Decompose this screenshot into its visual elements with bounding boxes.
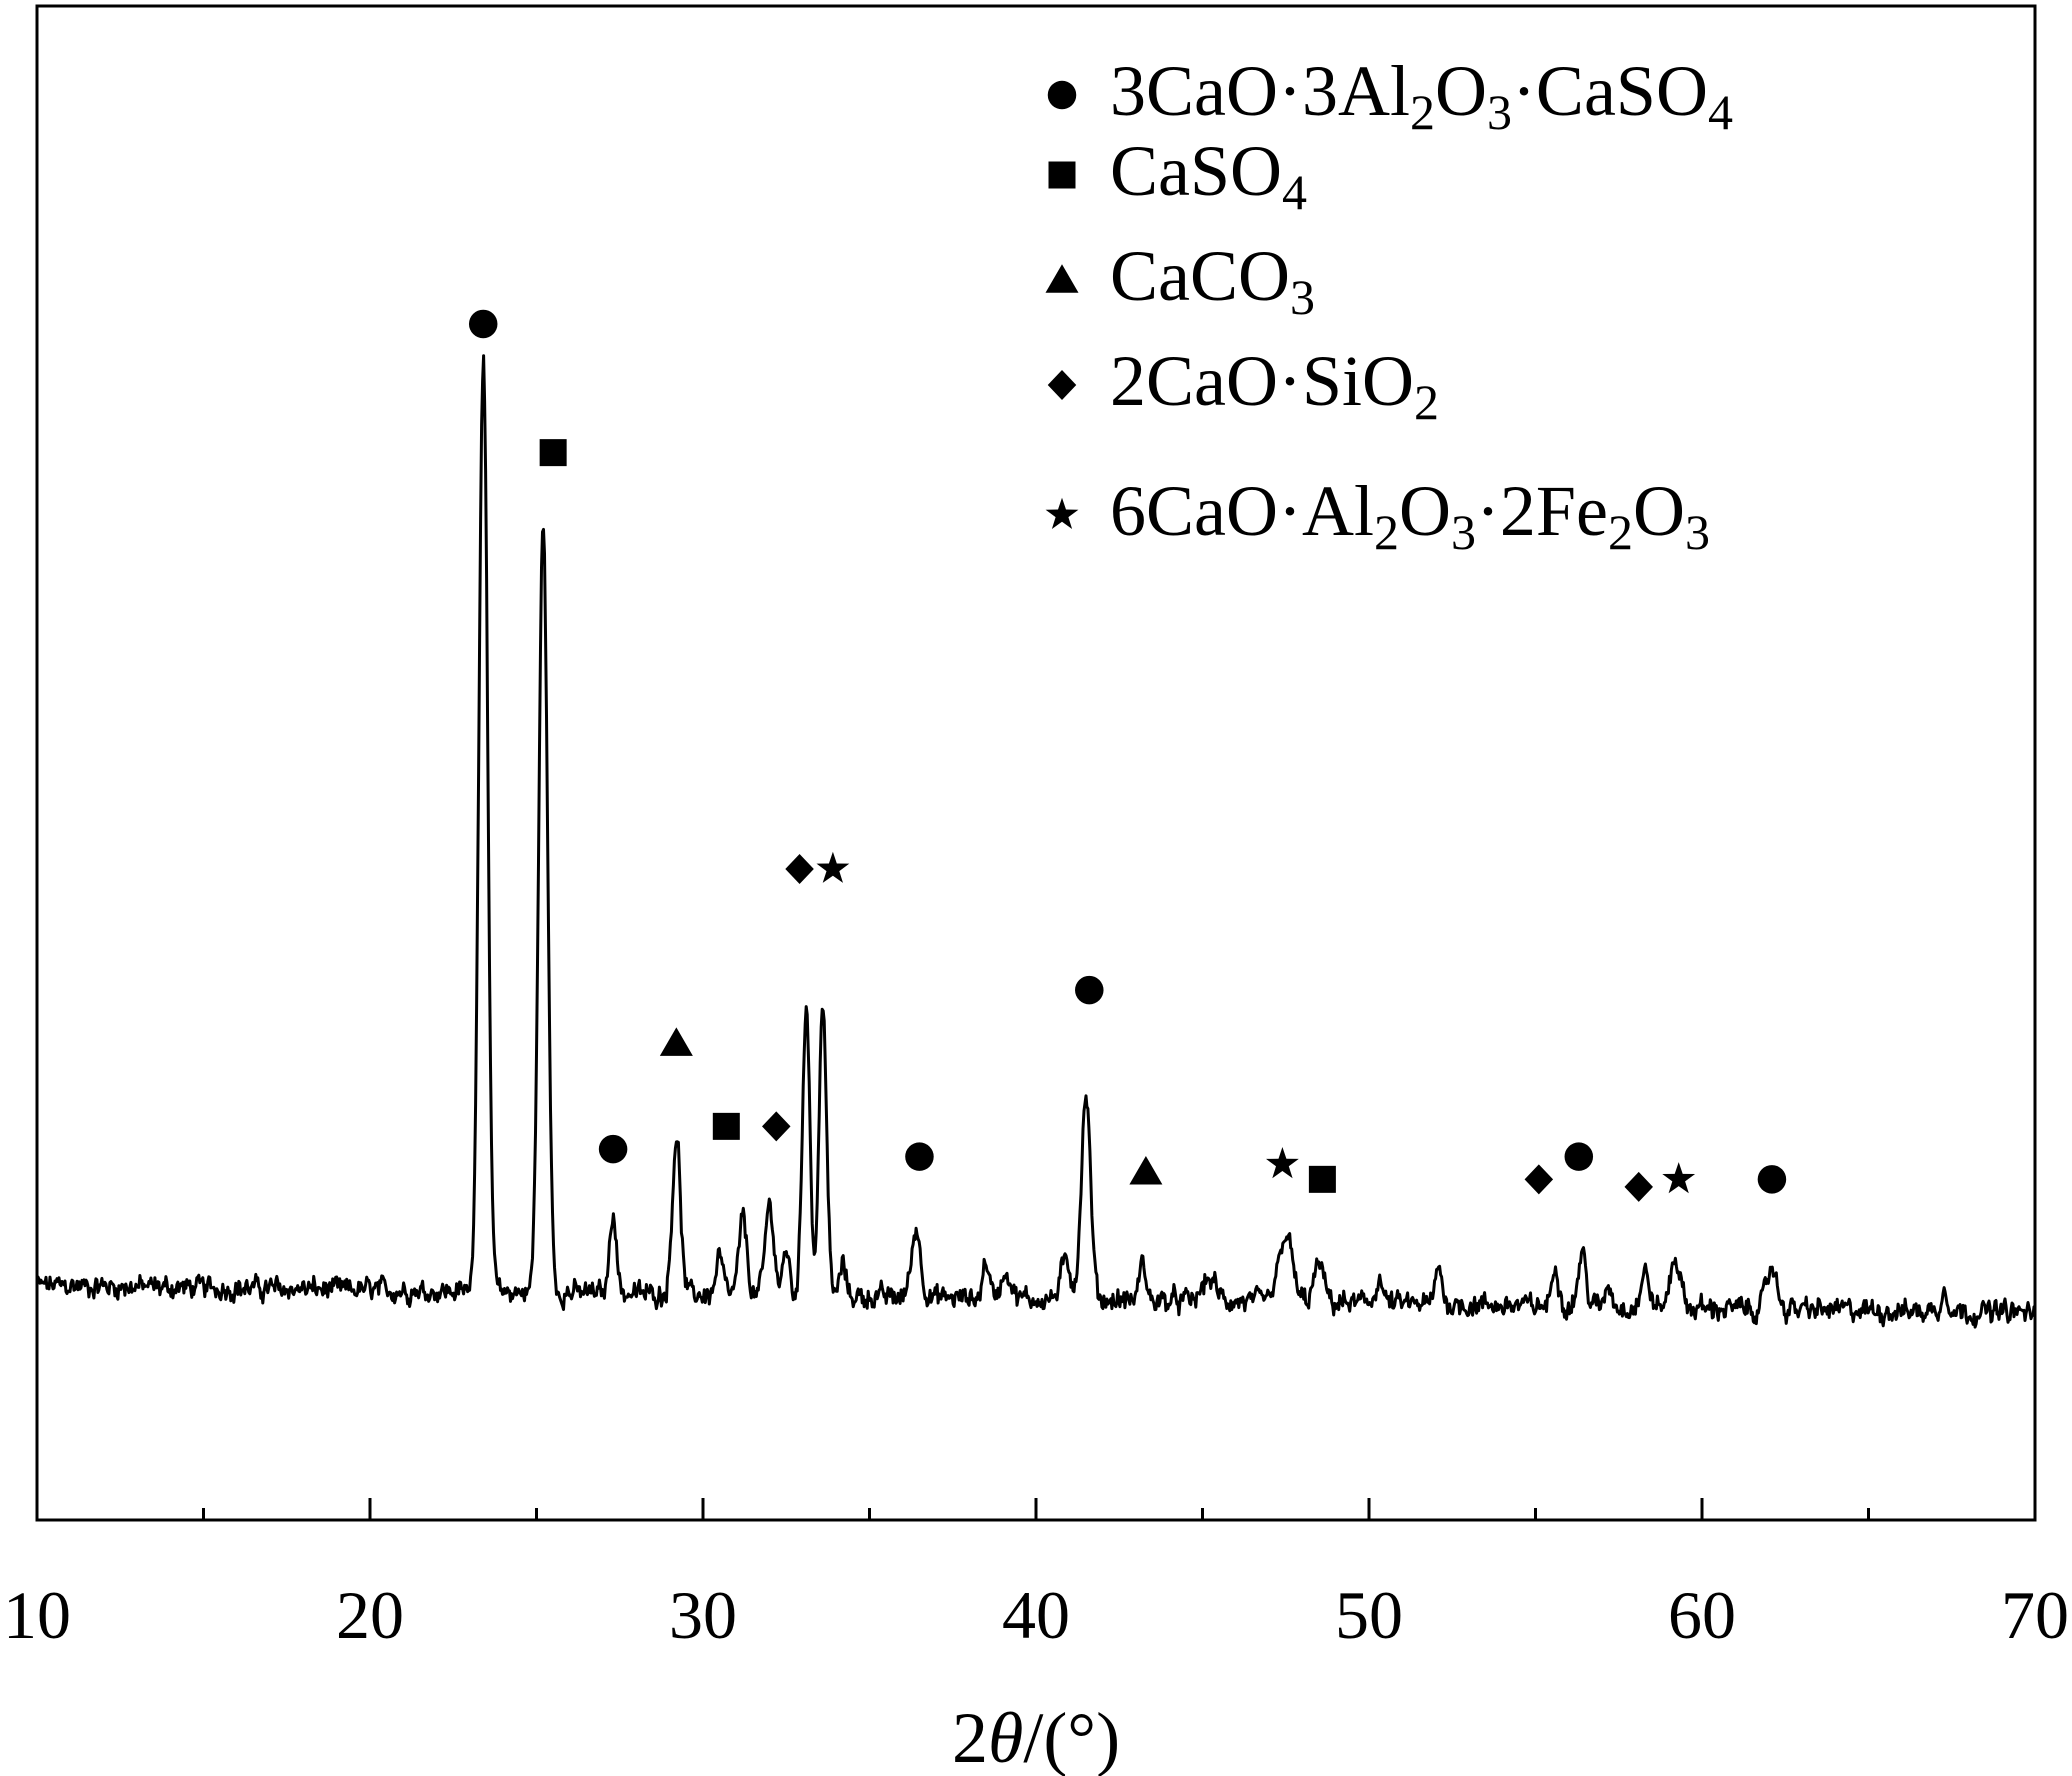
x-axis-title-suffix: /(°) [1023,1698,1120,1776]
peak-marker-diamond [785,853,814,884]
legend-label-part: 4 [1708,84,1733,140]
x-tick-label-60: 60 [1668,1577,1736,1653]
legend: 3CaO·3Al2O3·CaSO4CaSO4CaCO32CaO·SiO26CaO… [1045,51,1733,560]
legend-label-part: 3 [1487,84,1512,140]
legend-label-part: 6CaO·Al [1110,471,1374,551]
peak-marker-diamond [1624,1171,1653,1202]
legend-label-part: 2 [1414,374,1439,430]
legend-label-part: 2 [1374,504,1399,560]
legend-label-star: 6CaO·Al2O3·2Fe2O3 [1110,471,1710,560]
legend-symbol-triangle [1045,264,1079,293]
peak-marker-circle [905,1142,934,1171]
peak-marker-star [1266,1147,1299,1179]
peak-marker-diamond [1524,1164,1554,1195]
peak-markers [468,309,1787,1202]
legend-label-diamond: 2CaO·SiO2 [1110,341,1439,430]
x-tick-label-40: 40 [1002,1577,1070,1653]
x-axis-ticks [35,1498,2037,1520]
legend-symbol-square [1048,161,1076,189]
x-tick-label-50: 50 [1335,1577,1403,1653]
legend-label-part: 2CaO·SiO [1110,341,1414,421]
legend-label-part: ·2Fe [1476,471,1608,551]
legend-symbol-circle [1047,80,1077,110]
legend-label-part: 3 [1685,504,1710,560]
legend-label-part: 3 [1451,504,1476,560]
x-axis-title-theta: θ [988,1698,1023,1776]
x-tick-label-70: 70 [2001,1577,2069,1653]
peak-marker-circle [598,1134,628,1164]
peak-marker-square [1308,1165,1336,1193]
peak-marker-star [1662,1162,1696,1194]
peak-marker-square [712,1112,740,1140]
x-tick-label-30: 30 [669,1577,737,1653]
peak-marker-triangle [659,1027,693,1056]
legend-label-part: 3CaO·3Al [1110,51,1410,131]
legend-label-part: O [1633,471,1685,551]
x-tick-label-10: 10 [3,1577,71,1653]
x-tick-label-20: 20 [336,1577,404,1653]
peak-marker-circle [468,309,498,339]
x-axis-title-prefix: 2 [952,1698,988,1776]
diffraction-pattern-line [35,354,2036,1329]
legend-label-circle: 3CaO·3Al2O3·CaSO4 [1110,51,1733,140]
peak-marker-circle [1564,1142,1594,1171]
legend-label-triangle: CaCO3 [1110,236,1315,325]
peak-marker-square [539,439,567,467]
legend-symbol-diamond [1047,370,1077,400]
legend-label-part: ·CaSO [1512,51,1708,131]
legend-label-part: 4 [1282,164,1307,220]
plot-frame [35,4,2037,1522]
peak-marker-triangle [1129,1156,1163,1185]
legend-label-square: CaSO4 [1110,131,1307,220]
legend-symbol-star [1045,497,1079,529]
peak-marker-diamond [762,1111,791,1142]
x-axis-tick-labels: 10 20 30 40 50 60 70 [3,1577,2069,1653]
legend-label-part: 2 [1608,504,1633,560]
legend-label-part: O [1435,51,1487,131]
peak-marker-circle [1757,1165,1787,1194]
legend-label-part: CaCO [1110,236,1290,316]
peak-marker-circle [1075,975,1104,1005]
peak-marker-star [816,851,850,883]
x-axis-title: 2θ/(°) [952,1698,1120,1776]
legend-label-part: 3 [1290,269,1315,325]
legend-label-part: O [1399,471,1451,551]
legend-label-part: CaSO [1110,131,1282,211]
legend-label-part: 2 [1410,84,1435,140]
